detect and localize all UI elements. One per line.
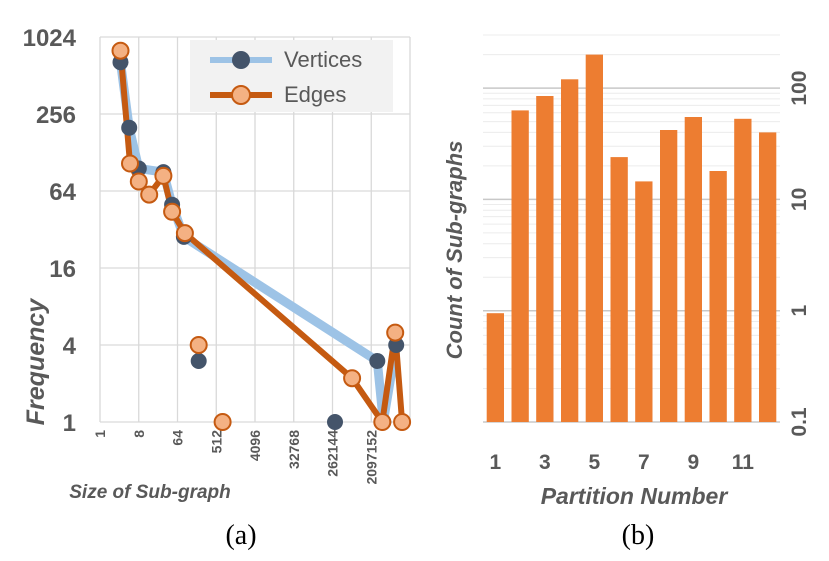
y-tick-label: 10 [788,188,811,211]
panel-a-line-chart: 1024 256 64 16 4 1 1 8 64 512 4096 32768 262144 2097… [22,25,412,551]
y-tick-label: 0.1 [788,407,811,437]
panel-a-x-axis-label: Size of Sub-graph [69,482,231,503]
point-edges [393,413,412,431]
x-tick-label: 5 [589,451,601,474]
x-tick-label: 3 [539,451,551,474]
point-edges [111,41,130,60]
x-tick-label: 9 [688,451,700,474]
x-tick-label: 262144 [325,430,341,477]
point-edges [175,224,194,243]
point-edges [154,166,173,185]
y-tick-label: 1024 [23,25,77,52]
bar-partition-11 [734,118,752,423]
legend-edges-label: Edges [284,82,346,107]
x-tick-label: 8 [131,430,147,438]
panel-b-bar-chart: 100 10 1 0.1 1 3 5 7 9 11 Count of Sub-graphs Pa… [442,34,811,551]
point-edges [213,413,232,431]
point-vertices [369,353,386,369]
y-tick-label: 1 [63,410,76,437]
panel-b-x-axis-label: Partition Number [541,483,729,509]
point-edges [189,336,208,354]
y-tick-label: 100 [788,71,811,106]
bar-partition-3 [536,96,554,422]
series-line-vertices [116,57,401,427]
legend-vertices-marker [232,51,250,69]
panel-a-y-tick-labels: 1024 256 64 16 4 1 [23,25,77,437]
panel-a-x-tick-labels: 1 8 64 512 4096 32768 262144 2097152 [92,430,379,485]
bar-partition-12 [759,132,777,422]
bar-partition-10 [709,171,727,422]
bar-partition-5 [585,54,603,422]
y-tick-label: 256 [36,102,76,129]
bar-partition-6 [610,157,628,422]
panel-b-y-axis-label: Count of Sub-graphs [442,141,467,360]
point-vertices [190,353,207,369]
bar-partition-8 [660,130,678,422]
x-tick-label: 2097152 [363,430,379,485]
x-tick-label: 32768 [286,430,302,469]
point-edges [373,413,392,431]
y-tick-label: 64 [49,179,76,206]
point-edges [343,369,362,388]
point-edges [129,172,148,191]
y-tick-label: 4 [63,333,77,360]
y-tick-label: 1 [788,305,811,317]
x-tick-label: 1 [92,430,108,438]
panel-b-gridlines [483,34,780,423]
bar-partition-7 [635,181,653,422]
panel-b-x-tick-labels: 1 3 5 7 9 11 [490,451,755,474]
legend-vertices-label: Vertices [284,47,362,72]
x-tick-label: 1 [490,451,502,474]
x-tick-label: 7 [638,451,650,474]
x-tick-label: 512 [208,430,224,454]
legend-background [190,40,393,112]
point-edges [121,154,139,173]
point-edges [163,202,182,221]
x-tick-label: 4096 [247,430,263,461]
bar-partition-4 [561,79,579,423]
x-tick-label: 11 [732,451,755,474]
panel-a-caption: (a) [225,520,256,551]
panel-b-y-tick-labels: 100 10 1 0.1 [788,71,811,437]
panel-b-bars [486,54,777,423]
bar-partition-1 [486,313,504,422]
panel-b-caption: (b) [622,520,655,551]
point-vertices [327,414,343,430]
y-tick-label: 16 [49,256,76,283]
point-edges [140,185,159,204]
bar-partition-9 [684,117,702,422]
point-vertices [121,119,138,136]
point-edges [386,323,405,342]
bar-partition-2 [511,110,529,423]
panel-a-legend: Vertices Edges [190,40,393,112]
legend-edges-marker [231,85,251,105]
x-tick-label: 64 [170,430,186,446]
panel-a-series-markers [111,41,412,431]
panel-a-y-axis-label: Frequency [22,298,50,426]
